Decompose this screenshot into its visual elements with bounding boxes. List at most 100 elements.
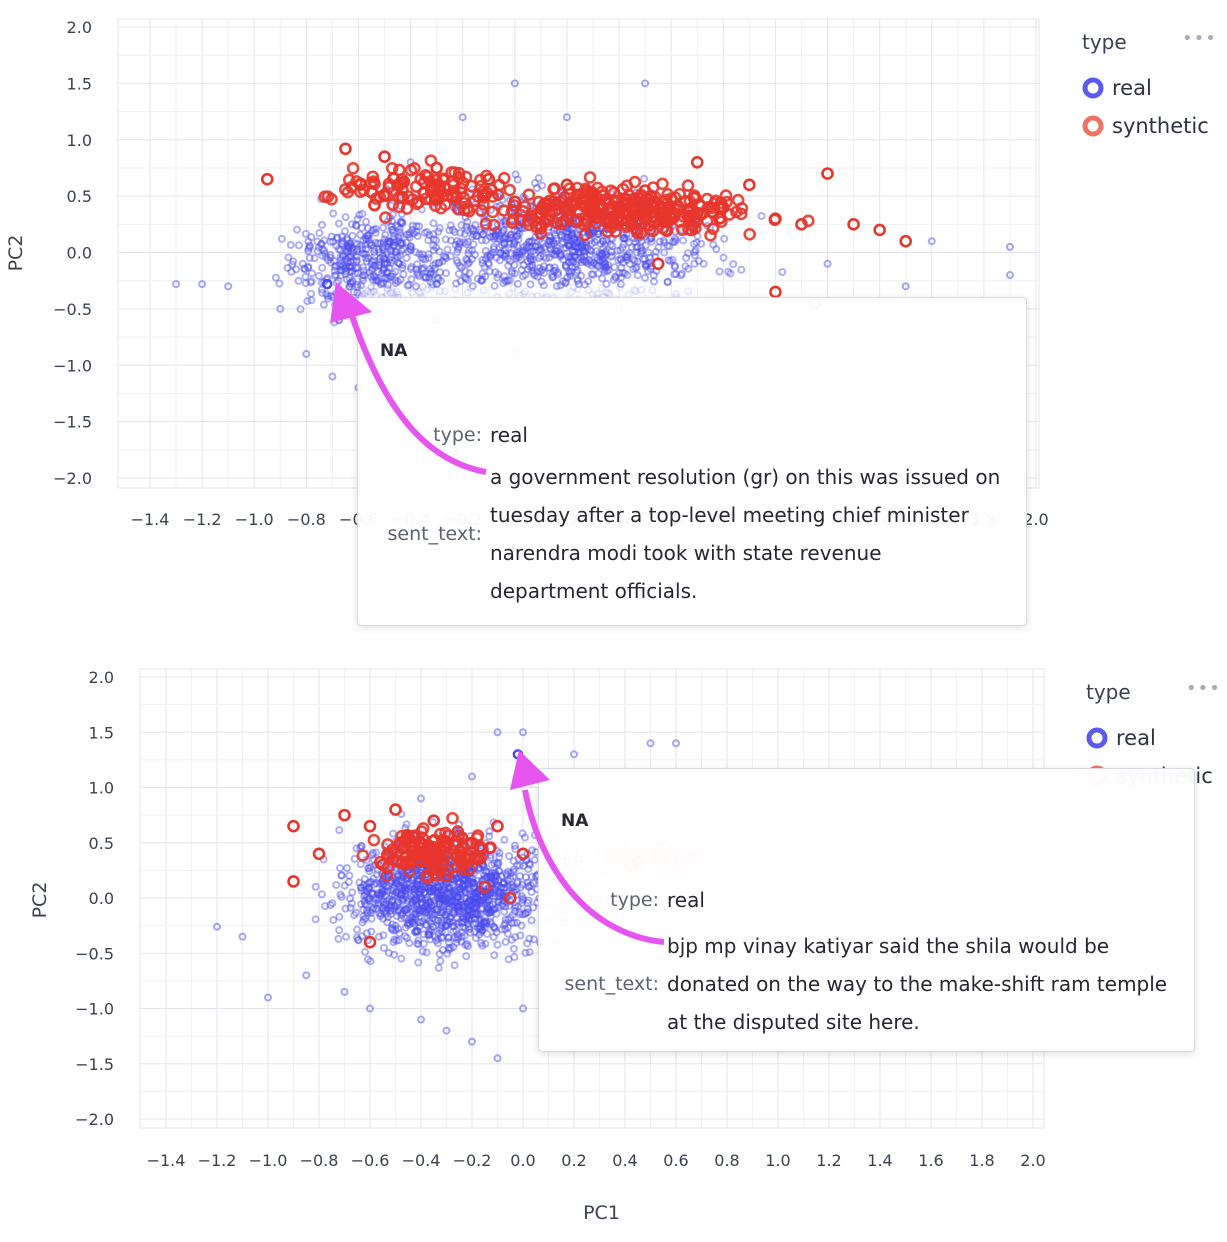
data-point-real [335,261,344,270]
data-point-real [454,933,463,942]
data-point-real [430,896,439,905]
data-point-real [478,275,487,284]
data-point-real [492,928,501,937]
data-point-real [466,896,475,905]
data-point-real [382,268,391,277]
data-point-real [477,905,486,914]
data-point-real [415,222,424,231]
data-point-real [613,246,622,255]
data-point-real [563,233,572,242]
data-point-real [441,920,450,929]
data-point-real [486,872,495,881]
data-point-real [641,241,650,250]
data-point-real [419,263,428,272]
data-point-real [409,891,418,900]
data-point-real [350,269,359,278]
data-point-real [488,248,497,257]
x-tick-label: 1.4 [867,1151,892,1170]
data-point-real [305,242,314,251]
data-point-real [398,239,407,248]
data-point-real [593,255,602,264]
data-point-synthetic [547,182,560,196]
data-point-real [647,237,656,246]
data-point-real [434,916,443,925]
data-point-real [561,279,570,288]
data-point-real [457,918,466,927]
data-point-real [589,270,598,279]
data-point-real [491,268,500,277]
data-point-real [568,233,577,242]
data-point-real [461,888,470,897]
data-point-real [637,285,646,294]
data-point-real [558,239,567,248]
data-point-real [456,907,465,916]
data-point-real [378,885,387,894]
data-point-synthetic [439,198,452,212]
data-point-real [397,217,406,226]
data-point-real [462,912,471,921]
legend-marker-real [1086,727,1108,749]
data-point-real [449,908,458,917]
data-point-real [347,263,356,272]
data-point-real [346,894,355,903]
y-tick-label: −1.0 [53,356,92,375]
data-point-real [465,913,474,922]
data-point-real [631,264,640,273]
data-point-real [383,887,392,896]
data-point-real [438,908,447,917]
data-point-real [386,245,395,254]
data-point-real [558,277,567,286]
data-point-real [616,246,625,255]
data-point-real [440,893,449,902]
data-point-real [413,260,422,269]
data-point-real [636,243,645,252]
more-horizontal-icon[interactable]: ••• [1182,28,1217,49]
data-point-real [384,881,393,890]
data-point-real [495,231,504,240]
data-point-real [505,239,514,248]
data-point-real [518,272,527,281]
data-point-real [463,226,472,235]
data-point-real [488,900,497,909]
more-horizontal-icon[interactable]: ••• [1186,678,1221,699]
data-point-real [423,895,432,904]
data-point-real [669,237,678,246]
data-point-real [484,259,493,268]
tooltip-text-line: bjp mp vinay katiyar said the shila woul… [667,934,1110,958]
data-point-real [434,963,443,972]
data-point-real [326,253,335,262]
data-point-real [365,878,374,887]
data-point-real [341,213,350,222]
data-point-real [623,256,632,265]
data-point-real [436,268,445,277]
data-point-real [364,883,373,892]
data-point-real [470,882,479,891]
data-point-real [499,879,508,888]
data-point-real [500,238,509,247]
data-point-real [618,243,627,252]
data-point-real [348,888,357,897]
data-point-real [379,246,388,255]
data-point-real [454,269,463,278]
data-point-real [420,888,429,897]
data-point-real [473,887,482,896]
data-point-real [633,257,642,266]
data-point-real [400,913,409,922]
data-point-real [454,902,463,911]
data-point-real [492,909,501,918]
data-point-real [383,267,392,276]
data-point-synthetic [463,852,476,865]
data-point-real [487,907,496,916]
data-point-real [676,271,685,280]
data-point-real [338,252,347,261]
data-point-real [561,277,570,286]
data-point-real [459,923,468,932]
data-point-real [353,263,362,272]
data-point-real [314,243,323,252]
data-point-real [367,889,376,898]
data-point-real [541,245,550,254]
data-point-real [364,234,373,243]
data-point-real [546,237,555,246]
data-point-real [345,240,354,249]
data-point-real [455,903,464,912]
